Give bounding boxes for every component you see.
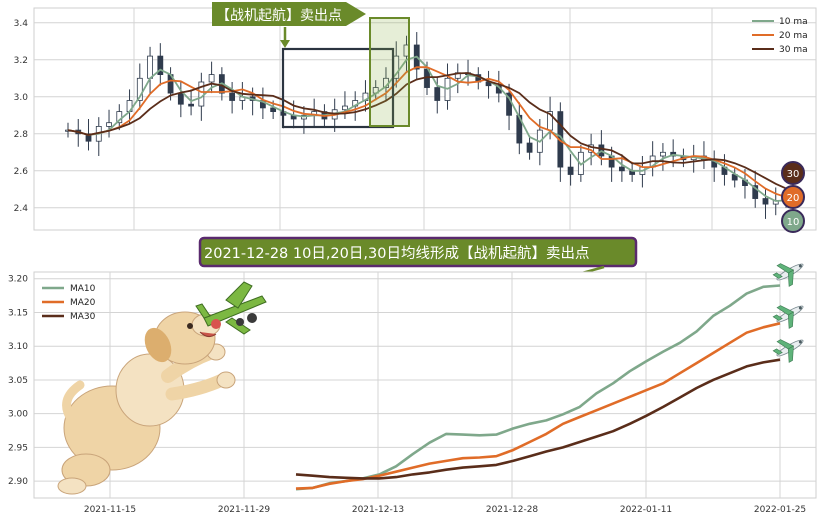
bottom-x-tick-label: 2021-11-15: [84, 505, 136, 515]
top-legend-ma10: 10 ma: [779, 17, 808, 27]
bottom-legend-ma10: MA10: [70, 284, 96, 294]
top-y-tick-label: 2.8: [14, 130, 29, 140]
bottom-x-tick-label: 2022-01-11: [620, 505, 672, 515]
bottom-legend-ma20: MA20: [70, 298, 96, 308]
bottom-y-axis: 2.90 2.95 3.00 3.05 3.10 3.15 3.20: [8, 275, 28, 487]
dog-illustration: [57, 281, 267, 495]
top-sell-banner: 【战机起航】卖出点: [212, 2, 366, 26]
bottom-legend: MA10 MA20 MA30: [42, 284, 96, 322]
bottom-y-tick-label: 3.05: [8, 376, 28, 386]
plane-icon: [772, 339, 804, 363]
mid-sell-banner: 2021-12-28 10日,20日,30日均线形成【战机起航】卖出点: [198, 236, 638, 268]
bottom-x-tick-label: 2021-11-29: [218, 505, 271, 515]
candle-body: [762, 198, 769, 205]
top-plot-frame: [33, 7, 817, 231]
bottom-ma20-line: [295, 322, 781, 490]
top-legend-ma30: 30 ma: [779, 45, 808, 55]
badge-30-label: 30: [787, 169, 800, 180]
candle-body: [567, 166, 574, 175]
candle-body: [618, 166, 625, 172]
top-gridlines: [34, 8, 816, 230]
plane-icon: [772, 263, 804, 287]
candle-body: [526, 142, 533, 153]
top-banner-arrow: [280, 27, 290, 48]
bottom-x-tick-label: 2021-12-13: [352, 505, 404, 515]
candle-body: [106, 122, 112, 127]
candle-body: [752, 185, 759, 199]
top-y-tick-label: 3.4: [14, 19, 29, 29]
top-legend: 10 ma 20 ma 30 ma: [752, 17, 808, 55]
bottom-ma30-line: [295, 358, 781, 480]
candle-body: [270, 107, 277, 113]
plane-icon: [772, 305, 804, 329]
candle-body: [434, 87, 441, 101]
top-y-axis: 2.4 2.6 2.8 3.0 3.2 3.4: [14, 19, 29, 214]
bottom-y-tick-label: 3.00: [8, 410, 28, 420]
bottom-y-tick-label: 2.95: [8, 443, 28, 453]
ma-badges: 30 20 10: [781, 161, 805, 233]
top-ma20-line: [67, 66, 787, 198]
top-chart-panel: 2.4 2.6 2.8 3.0 3.2 3.4 10 ma 20 ma 30 ma 【战机…: [14, 2, 817, 233]
candle-body: [157, 55, 164, 75]
bottom-y-tick-label: 3.15: [8, 308, 28, 318]
bottom-chart-panel: 2.902.953.003.053.103.153.20 2021-11-15 2…: [8, 263, 817, 515]
plane-icons: [772, 263, 804, 363]
top-y-tick-label: 2.6: [14, 167, 29, 177]
bottom-x-tick-label: 2022-01-25: [754, 505, 806, 515]
highlight-box-green: [369, 17, 410, 127]
badge-10-circle: [781, 209, 805, 233]
toy-plane-icon: [195, 281, 267, 335]
top-ma30-line: [67, 72, 787, 190]
candle-body: [136, 77, 143, 101]
top-banner-text: 【战机起航】卖出点: [216, 8, 342, 24]
highlight-box-dark: [281, 47, 395, 129]
candle-body: [660, 151, 666, 157]
bottom-x-axis: 2021-11-15 2021-11-29 2021-12-13 2021-12-28…: [84, 505, 806, 515]
candle-body: [85, 133, 92, 142]
badge-20-circle: [781, 185, 805, 209]
badge-10-label: 10: [787, 217, 800, 228]
bottom-ma-lines: [295, 284, 781, 491]
mid-banner-text: 2021-12-28 10日,20日,30日均线形成【战机起航】卖出点: [204, 245, 589, 262]
top-y-tick-label: 3.2: [14, 56, 28, 66]
candle-body: [229, 92, 236, 101]
candle-body: [208, 74, 215, 83]
candle-body: [147, 55, 153, 79]
bottom-legend-ma30: MA30: [70, 312, 96, 322]
bottom-x-tick-label: 2021-12-28: [486, 505, 539, 515]
bottom-y-tick-label: 3.10: [8, 342, 28, 352]
bottom-y-tick-label: 2.90: [8, 477, 28, 487]
top-moving-average-lines: [67, 55, 787, 202]
candle-body: [342, 105, 348, 111]
top-legend-ma20: 20 ma: [779, 31, 808, 41]
candle-body: [188, 103, 194, 107]
top-y-tick-label: 3.0: [14, 93, 29, 103]
candle-body: [177, 92, 184, 105]
bottom-y-tick-label: 3.20: [8, 275, 28, 285]
badge-20-label: 20: [787, 193, 800, 204]
top-y-tick-label: 2.4: [14, 204, 29, 214]
badge-30-circle: [781, 161, 805, 185]
